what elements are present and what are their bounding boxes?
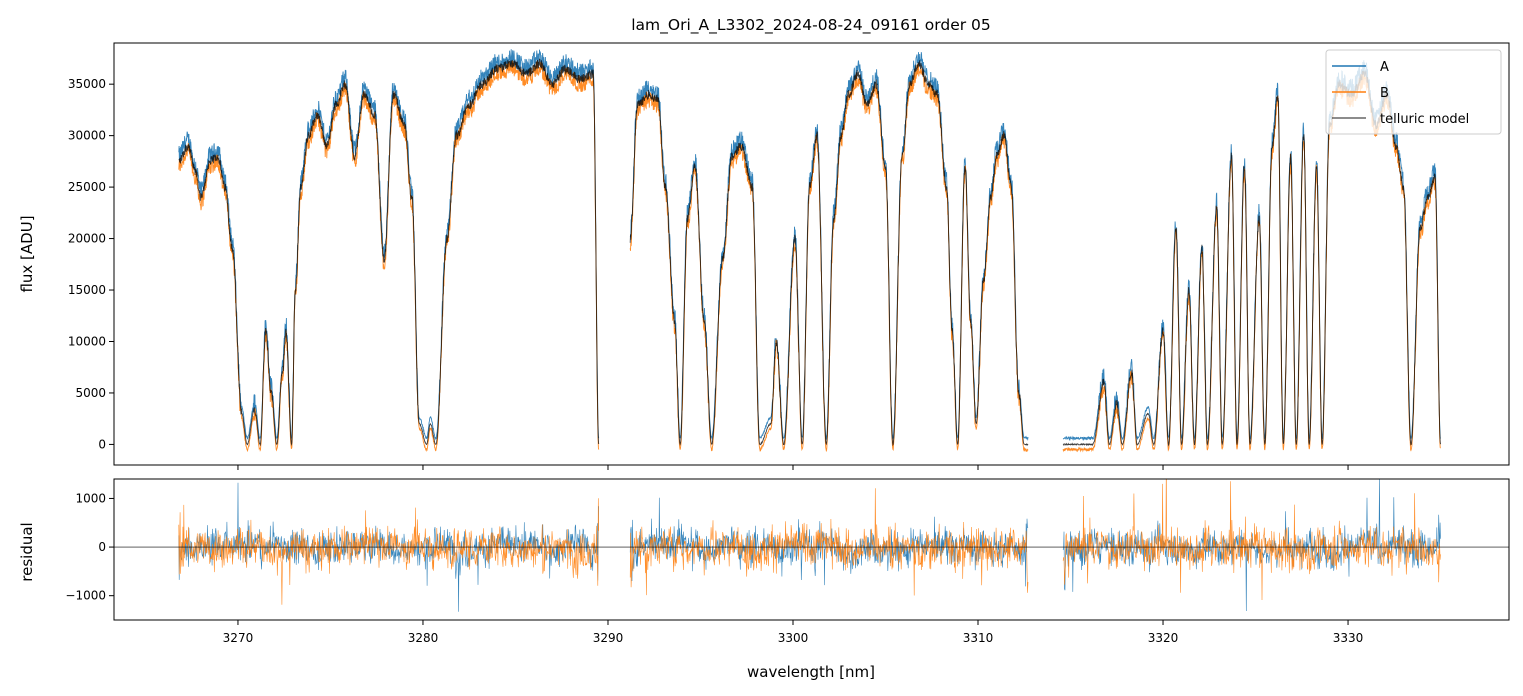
flux-y-tick-label: 25000 — [68, 180, 106, 194]
residual-series-a-line — [1062, 479, 1441, 612]
legend-label-b: B — [1380, 86, 1389, 101]
flux-x-ticks — [237, 465, 1349, 470]
chart-title: lam_Ori_A_L3302_2024-08-24_09161 order 0… — [631, 16, 991, 35]
residual-series-b-line — [178, 498, 599, 605]
flux-panel: 0 5000 10000 15000 20000 25000 30000 35000 flux… — [18, 42, 1510, 470]
telluric-model-line — [178, 58, 600, 447]
flux-y-tick-label: 15000 — [68, 283, 106, 297]
flux-plot-area — [114, 43, 1509, 465]
residual-series-b-line — [1062, 479, 1441, 601]
residual-y-tick-label: −1000 — [65, 589, 106, 603]
legend: A B telluric model — [1325, 49, 1502, 135]
residual-x-tick-label: 3320 — [1148, 631, 1179, 645]
flux-y-tick-label: 0 — [98, 437, 106, 451]
telluric-model-line — [629, 60, 1029, 447]
residual-y-axis-label: residual — [18, 522, 36, 581]
residual-x-tick-label: 3310 — [963, 631, 994, 645]
x-axis-label: wavelength [nm] — [747, 663, 875, 681]
flux-y-tick-label: 30000 — [68, 129, 106, 143]
residual-y-tick-label: 0 — [98, 540, 106, 554]
flux-y-tick-label: 5000 — [75, 386, 106, 400]
flux-plot-frame — [113, 42, 1510, 466]
residual-series-b-line — [629, 488, 1029, 596]
residual-y-tick-label: 1000 — [75, 491, 106, 505]
legend-label-a: A — [1380, 60, 1389, 75]
legend-box — [1325, 49, 1502, 135]
legend-label-telluric-model: telluric model — [1380, 112, 1469, 127]
residual-x-tick-label: 3290 — [593, 631, 624, 645]
residual-x-tick-label: 3280 — [408, 631, 439, 645]
flux-y-tick-label: 20000 — [68, 232, 106, 246]
flux-y-ticks: 0 5000 10000 15000 20000 25000 30000 35000 — [68, 77, 114, 451]
flux-y-axis-label: flux [ADU] — [18, 215, 36, 292]
flux-y-tick-label: 35000 — [68, 77, 106, 91]
residual-data-layer — [178, 479, 1441, 612]
residual-x-tick-label: 3330 — [1333, 631, 1364, 645]
residual-y-ticks: −1000 0 1000 — [65, 491, 114, 603]
flux-y-tick-label: 10000 — [68, 334, 106, 348]
residual-x-tick-label: 3270 — [223, 631, 254, 645]
residual-x-tick-label: 3300 — [778, 631, 809, 645]
residual-x-ticks: 3270 3280 3290 3300 3310 3320 3330 — [223, 620, 1364, 645]
residual-plot-frame — [113, 478, 1510, 621]
